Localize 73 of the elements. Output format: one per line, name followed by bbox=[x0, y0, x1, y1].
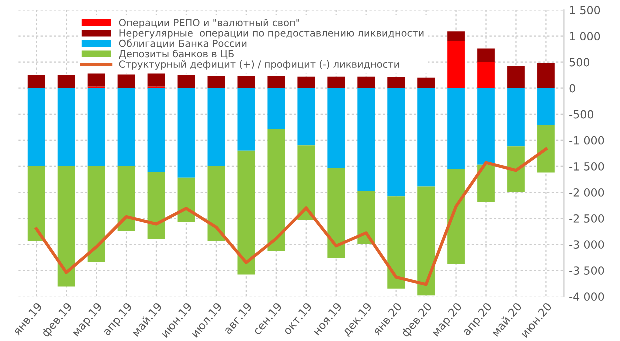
bar bbox=[88, 166, 106, 262]
bar bbox=[418, 88, 435, 187]
bar bbox=[178, 75, 196, 88]
bar bbox=[268, 88, 286, 130]
legend-label: Нерегулярные операции по предоставлению ликвидности bbox=[120, 30, 424, 39]
bar bbox=[208, 76, 226, 88]
bar bbox=[478, 62, 495, 88]
bar bbox=[28, 166, 46, 242]
bar bbox=[238, 150, 256, 275]
bar bbox=[148, 88, 166, 172]
bar bbox=[388, 196, 406, 289]
bar bbox=[448, 41, 465, 88]
bar bbox=[418, 78, 435, 88]
legend-label: Облигации Банка России bbox=[119, 40, 247, 48]
y-tick-label: 500 bbox=[570, 58, 590, 67]
bar bbox=[358, 76, 376, 88]
bar bbox=[268, 76, 286, 88]
y-tick-label: 1 500 bbox=[570, 6, 600, 15]
bar bbox=[118, 74, 136, 88]
bar bbox=[58, 75, 76, 88]
bar bbox=[448, 32, 465, 42]
bar bbox=[328, 168, 346, 258]
bar bbox=[448, 88, 465, 170]
bar bbox=[388, 77, 406, 88]
y-tick-label: -4 000 bbox=[570, 292, 604, 302]
bar bbox=[538, 88, 555, 126]
bar bbox=[58, 166, 76, 287]
y-tick-label: -500 bbox=[570, 110, 594, 119]
bar bbox=[298, 88, 316, 146]
bar bbox=[358, 191, 376, 244]
y-tick-label: 1 000 bbox=[570, 32, 600, 41]
bar bbox=[148, 73, 166, 87]
bar bbox=[448, 169, 465, 264]
bar bbox=[178, 88, 196, 178]
y-tick-label: -1 500 bbox=[570, 162, 604, 171]
bar bbox=[358, 88, 376, 192]
bar bbox=[148, 172, 166, 240]
bar bbox=[478, 88, 495, 165]
y-tick-label: -2 000 bbox=[570, 188, 604, 197]
bar bbox=[298, 146, 316, 220]
bar bbox=[238, 76, 256, 88]
bar bbox=[478, 48, 495, 62]
bar bbox=[238, 88, 256, 151]
legend-label: Депозиты банков в ЦБ bbox=[119, 50, 234, 60]
bar bbox=[88, 73, 106, 87]
bar bbox=[478, 164, 495, 202]
bar bbox=[538, 63, 555, 88]
bar bbox=[508, 88, 525, 147]
bar bbox=[28, 88, 46, 166]
legend-label: Операции РЕПО и "валютный своп" bbox=[119, 19, 300, 28]
bar bbox=[118, 88, 136, 166]
bar bbox=[298, 76, 316, 88]
y-tick-label: -3 500 bbox=[570, 266, 604, 276]
legend-label: Структурный дефицит (+) / профицит (-) ликвидности bbox=[119, 60, 400, 70]
bar bbox=[328, 88, 346, 168]
y-tick-label: -1 000 bbox=[570, 136, 604, 145]
bar bbox=[508, 146, 525, 193]
bar bbox=[538, 125, 555, 173]
y-tick-label: -3 000 bbox=[570, 240, 604, 249]
bar bbox=[208, 88, 226, 166]
bar bbox=[268, 129, 286, 252]
bar bbox=[328, 76, 346, 88]
bar bbox=[28, 75, 46, 88]
bar bbox=[388, 88, 406, 197]
bar bbox=[88, 88, 106, 166]
line-series bbox=[35, 148, 548, 286]
y-tick-label: 0 bbox=[570, 84, 576, 93]
y-tick-label: -2 500 bbox=[570, 214, 604, 223]
bar bbox=[118, 166, 136, 232]
bar bbox=[58, 88, 76, 166]
bar bbox=[208, 166, 226, 242]
bar bbox=[418, 186, 435, 296]
bar bbox=[508, 66, 525, 88]
